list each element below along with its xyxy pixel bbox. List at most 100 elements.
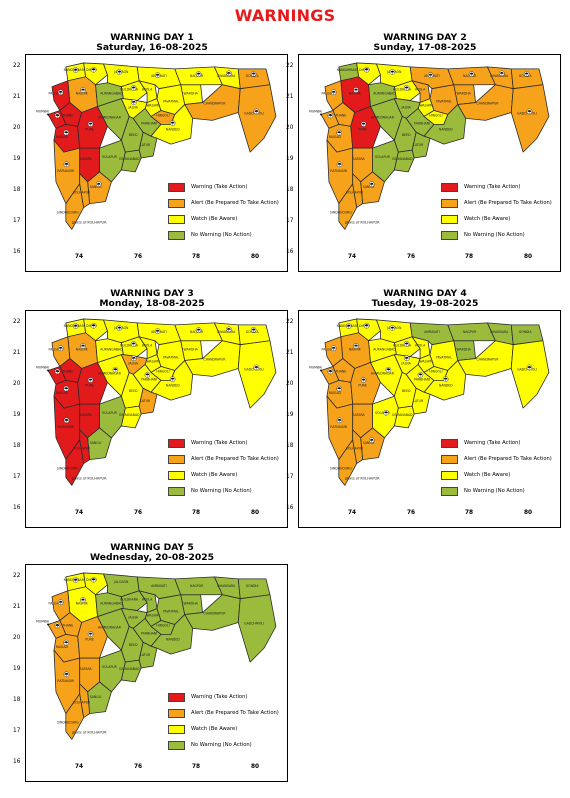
rain-umbrella-icon — [353, 343, 359, 349]
rain-umbrella-icon — [253, 364, 260, 371]
district-label: AMRAVATI — [151, 584, 167, 588]
x-tick-label: 74 — [347, 510, 357, 516]
legend-label: Alert (Be Prepared To Take Action) — [464, 200, 552, 206]
district-label: PARBHANI — [414, 377, 430, 381]
kolhapur-ghats-label: ghats of KOLHAPUR — [72, 730, 107, 734]
district-label: SOLAPUR — [375, 411, 391, 415]
kolhapur-ghats-label: ghats of KOLHAPUR — [72, 476, 107, 480]
y-tick-label: 16 — [286, 505, 294, 511]
y-tick-label: 19 — [286, 412, 294, 418]
legend-swatch — [168, 455, 185, 464]
legend-swatch — [168, 215, 185, 224]
district-label: PALGHAR — [49, 92, 65, 96]
district-label: GADCHIROLI — [244, 367, 264, 371]
panel-date: Sunday, 17-08-2025 — [373, 42, 477, 53]
rain-umbrella-icon — [250, 71, 257, 77]
panel-title: WARNING DAY 2 Sunday, 17-08-2025 — [284, 33, 566, 53]
district-label: BULDHANA — [120, 344, 139, 348]
rain-umbrella-icon — [90, 66, 97, 73]
rain-umbrella-icon — [90, 322, 97, 329]
district-label: THANE — [334, 113, 346, 117]
rain-umbrella-icon — [442, 376, 449, 382]
district-label: KOLHAPUR — [346, 447, 364, 451]
rain-umbrella-icon — [72, 577, 79, 583]
district-label: KOLHAPUR — [346, 191, 364, 195]
district-label: AHMEDNAGAR — [98, 371, 122, 375]
district-label: PALGHAR — [49, 602, 65, 606]
rain-umbrella-icon — [130, 341, 137, 347]
map-panel-day-2: WARNING DAY 2 Sunday, 17-08-2025 NANDURBAR… — [284, 33, 566, 273]
legend-label: Watch (Be Aware) — [191, 216, 238, 222]
rain-umbrella-icon — [226, 70, 232, 77]
rain-umbrella-icon — [360, 121, 367, 127]
y-tick-label: 21 — [13, 604, 21, 610]
district-label: SOLAPUR — [102, 665, 118, 669]
district-label: KOLHAPUR — [73, 447, 91, 451]
district-kolhapur — [352, 173, 364, 208]
map-frame: NANDURBARDHULEJALGAONBULDHANAAKOLAAMRAVA… — [25, 310, 288, 528]
mumbai-marker-icon — [47, 113, 49, 116]
district-nagpur — [174, 576, 223, 596]
legend-item-watch: Watch (Be Aware) — [441, 469, 566, 485]
district-label: JALNA — [401, 362, 412, 366]
district-label: PUNE — [358, 383, 367, 387]
district-label: GONDIA — [519, 330, 533, 334]
rain-umbrella-icon — [72, 67, 79, 73]
rain-umbrella-icon — [54, 112, 61, 119]
x-tick-label: 76 — [406, 254, 416, 260]
map-frame: NANDURBARDHULEJALGAONBULDHANAAKOLAAMRAVA… — [298, 54, 561, 272]
rain-umbrella-icon — [523, 71, 530, 77]
district-label: BHANDARA — [490, 330, 509, 334]
district-label: GADCHIROLI — [517, 367, 537, 371]
district-label: NANDED — [439, 127, 453, 131]
legend-label: Watch (Be Aware) — [191, 726, 238, 732]
district-label: AKOLA — [142, 598, 153, 602]
district-label: BULDHANA — [120, 88, 139, 92]
x-tick-label: 76 — [133, 254, 143, 260]
district-gadchiroli — [237, 84, 277, 153]
x-tick-label: 74 — [74, 510, 84, 516]
rain-umbrella-icon — [195, 71, 202, 77]
district-label: NANDED — [166, 383, 180, 387]
y-tick-label: 22 — [286, 319, 294, 325]
district-label: PARBHANI — [141, 121, 157, 125]
district-label: SOLAPUR — [102, 411, 118, 415]
x-tick-label: 78 — [191, 254, 201, 260]
district-label: NASHIK — [349, 92, 362, 96]
district-label: AKOLA — [415, 88, 426, 92]
district-label: RATNAGIRI — [57, 425, 74, 429]
rain-umbrella-icon — [526, 108, 533, 115]
district-label: PALGHAR — [49, 348, 65, 352]
district-label: OSMANABAD — [119, 413, 140, 417]
district-label: SATARA — [353, 157, 366, 161]
rain-umbrella-icon — [116, 69, 123, 75]
x-tick-label: 74 — [74, 254, 84, 260]
district-label: BULDHANA — [393, 344, 412, 348]
legend-label: Alert (Be Prepared To Take Action) — [191, 200, 279, 206]
district-label: BEED — [129, 643, 138, 647]
rain-umbrella-icon — [54, 622, 61, 629]
panel-title: WARNING DAY 3 Monday, 18-08-2025 — [11, 289, 293, 309]
district-label: JALGAON — [113, 580, 129, 584]
y-tick-label: 16 — [286, 249, 294, 255]
rain-umbrella-icon — [385, 366, 392, 373]
district-label: SINDHUDURG — [57, 211, 79, 215]
legend: Warning (Take Action) Alert (Be Prepared … — [168, 181, 293, 245]
y-tick-label: 20 — [13, 125, 21, 131]
x-tick-label: 76 — [133, 510, 143, 516]
district-label: AHMEDNAGAR — [98, 625, 122, 629]
state-map: NANDURBARDHULEJALGAONBULDHANAAKOLAAMRAVA… — [309, 62, 550, 230]
x-tick-label: 74 — [347, 254, 357, 260]
rain-umbrella-icon — [87, 631, 94, 637]
district-label: SANGLI — [363, 441, 375, 445]
legend-label: Warning (Take Action) — [191, 184, 248, 190]
legend-item-alert: Alert (Be Prepared To Take Action) — [168, 453, 293, 469]
district-gadchiroli — [510, 84, 550, 153]
legend-label: Alert (Be Prepared To Take Action) — [191, 710, 279, 716]
district-label: BEED — [402, 389, 411, 393]
district-label: SOLAPUR — [102, 155, 118, 159]
district-label: KOLHAPUR — [73, 191, 91, 195]
